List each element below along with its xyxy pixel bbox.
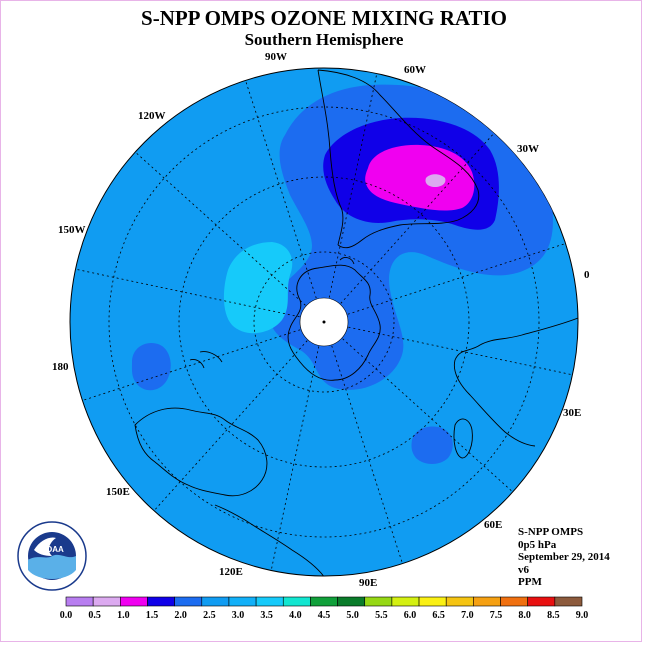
- colorbar-label: 7.0: [461, 610, 474, 621]
- noaa-logo: NOAA: [17, 521, 87, 591]
- meridian-line: [134, 151, 325, 323]
- lon-label-0: 0: [584, 269, 590, 281]
- lon-label-150W: 150W: [58, 224, 86, 236]
- lon-label-30E: 30E: [563, 407, 581, 419]
- colorbar-box: [92, 596, 121, 607]
- meridian-line: [323, 321, 514, 493]
- colorbar-box: [120, 596, 148, 607]
- colorbar-box: [282, 596, 311, 607]
- colorbar-box: [364, 596, 393, 607]
- colorbar-box: [473, 596, 501, 607]
- contour-1.0-1.5: [365, 144, 475, 211]
- colorbar-label: 6.0: [404, 610, 417, 621]
- south-pole-marker: [322, 320, 326, 324]
- colorbar-box: [500, 596, 528, 607]
- meridian-line: [323, 243, 566, 323]
- info-version: v6: [518, 563, 529, 576]
- colorbar-label: 9.0: [576, 610, 589, 621]
- colorbar-label: 4.0: [289, 610, 302, 621]
- meridian-line: [323, 73, 378, 323]
- colorbar-box: [228, 596, 257, 607]
- colorbar-label: 5.0: [346, 610, 359, 621]
- colorbar-box: [147, 596, 175, 607]
- lon-label-90W: 90W: [265, 51, 287, 63]
- colorbar-label: 0.0: [60, 610, 73, 621]
- colorbar-box: [174, 596, 203, 607]
- lon-label-150E: 150E: [106, 486, 130, 498]
- colorbar-box: [391, 596, 420, 607]
- colorbar-label: 1.0: [117, 610, 130, 621]
- colorbar-box: [65, 596, 94, 607]
- colorbar-label: 2.0: [174, 610, 187, 621]
- meridian-line: [323, 132, 495, 323]
- chart-subtitle: Southern Hemisphere: [244, 30, 404, 49]
- colorbar-box: [418, 596, 447, 607]
- contour-2.0-2.5-west: [131, 342, 171, 391]
- colorbar-labels: 0.0 0.5 1.0 1.5 2.0 2.5 3.0 3.5 4.0 4.5 5.0 5.5 6.0 6…: [60, 610, 589, 621]
- logo-text: NOAA: [40, 545, 64, 554]
- colorbar-box: [554, 596, 583, 607]
- info-pressure: 0p5 hPa: [518, 538, 557, 551]
- meridian-line: [245, 80, 325, 323]
- contour-2.0-2.5-east: [411, 426, 453, 464]
- lon-label-90E: 90E: [359, 577, 377, 589]
- longitude-labels: 90W 60W 30W 0 30E 60E 90E 120E 150E 180 …: [52, 51, 590, 589]
- meridian-line: [270, 321, 325, 571]
- colorbar-label: 4.5: [318, 610, 331, 621]
- meridian-line: [75, 268, 325, 323]
- meridian-line: [323, 321, 573, 376]
- lon-label-120W: 120W: [138, 110, 166, 122]
- colorbar-box: [527, 596, 556, 607]
- colorbar-label: 6.5: [432, 610, 445, 621]
- info-units: PPM: [518, 576, 542, 588]
- colorbar-label: 3.0: [232, 610, 245, 621]
- colorbar-box: [310, 596, 338, 607]
- colorbar-label: 7.5: [490, 610, 503, 621]
- colorbar-box: [255, 596, 284, 607]
- coastlines: [134, 69, 578, 576]
- lon-label-60W: 60W: [404, 64, 426, 76]
- colorbar-label: 2.5: [203, 610, 216, 621]
- colorbar-label: 0.5: [88, 610, 101, 621]
- contour-0.5-1.0: [425, 174, 446, 187]
- colorbar-boxes: [65, 596, 583, 607]
- longitude-grid: [75, 73, 573, 571]
- latitude-grid: [108, 106, 540, 538]
- meridian-line: [153, 321, 325, 512]
- info-date: September 29, 2014: [518, 551, 610, 563]
- colorbar-label: 8.5: [547, 610, 560, 621]
- lon-label-120E: 120E: [219, 566, 243, 578]
- colorbar-box: [445, 596, 474, 607]
- colorbar-label: 1.5: [146, 610, 159, 621]
- chart-title: S-NPP OMPS OZONE MIXING RATIO: [141, 6, 507, 30]
- meridian-line: [323, 321, 403, 564]
- meridian-line: [82, 321, 325, 401]
- lon-label-30W: 30W: [517, 143, 539, 155]
- colorbar-label: 5.5: [375, 610, 388, 621]
- colorbar-box: [337, 596, 366, 607]
- info-block: S-NPP OMPS 0p5 hPa September 29, 2014 v6…: [518, 526, 610, 589]
- contour-3.0-3.5: [223, 242, 293, 334]
- colorbar-label: 8.0: [518, 610, 531, 621]
- info-instrument: S-NPP OMPS: [518, 526, 584, 538]
- lon-label-60E: 60E: [484, 519, 502, 531]
- colorbar-box: [201, 596, 230, 607]
- colorbar-label: 3.5: [260, 610, 273, 621]
- lon-label-180: 180: [52, 361, 69, 373]
